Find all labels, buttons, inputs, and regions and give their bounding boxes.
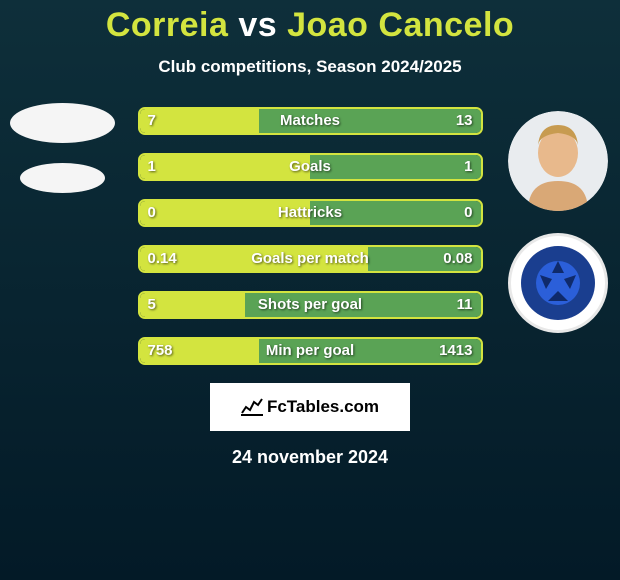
stat-label: Hattricks <box>140 201 481 225</box>
stat-row: 7581413Min per goal <box>138 337 483 365</box>
player1-club-badge <box>20 163 105 193</box>
player1-photo <box>10 103 115 143</box>
stat-label: Matches <box>140 109 481 133</box>
subtitle: Club competitions, Season 2024/2025 <box>0 57 620 77</box>
stat-label: Goals per match <box>140 247 481 271</box>
stat-label: Goals <box>140 155 481 179</box>
comparison-title: Correia vs Joao Cancelo <box>0 0 620 45</box>
stat-label: Shots per goal <box>140 293 481 317</box>
left-player-column <box>0 107 125 193</box>
chart-icon <box>241 398 263 416</box>
stats-container: 713Matches 11Goals 00Hattricks 0.140.08Goal… <box>138 107 483 365</box>
player1-name: Correia <box>106 6 229 44</box>
right-player-column <box>495 107 620 333</box>
stat-row: 11Goals <box>138 153 483 181</box>
brand-badge: FcTables.com <box>210 383 410 431</box>
brand-text: FcTables.com <box>267 397 379 417</box>
stat-row: 0.140.08Goals per match <box>138 245 483 273</box>
player2-photo <box>508 111 608 211</box>
vs-separator: vs <box>228 6 287 44</box>
snapshot-date: 24 november 2024 <box>0 447 620 468</box>
stat-row: 511Shots per goal <box>138 291 483 319</box>
player2-name: Joao Cancelo <box>287 6 514 44</box>
player2-club-badge <box>508 233 608 333</box>
stat-row: 00Hattricks <box>138 199 483 227</box>
stat-row: 713Matches <box>138 107 483 135</box>
stat-label: Min per goal <box>140 339 481 363</box>
